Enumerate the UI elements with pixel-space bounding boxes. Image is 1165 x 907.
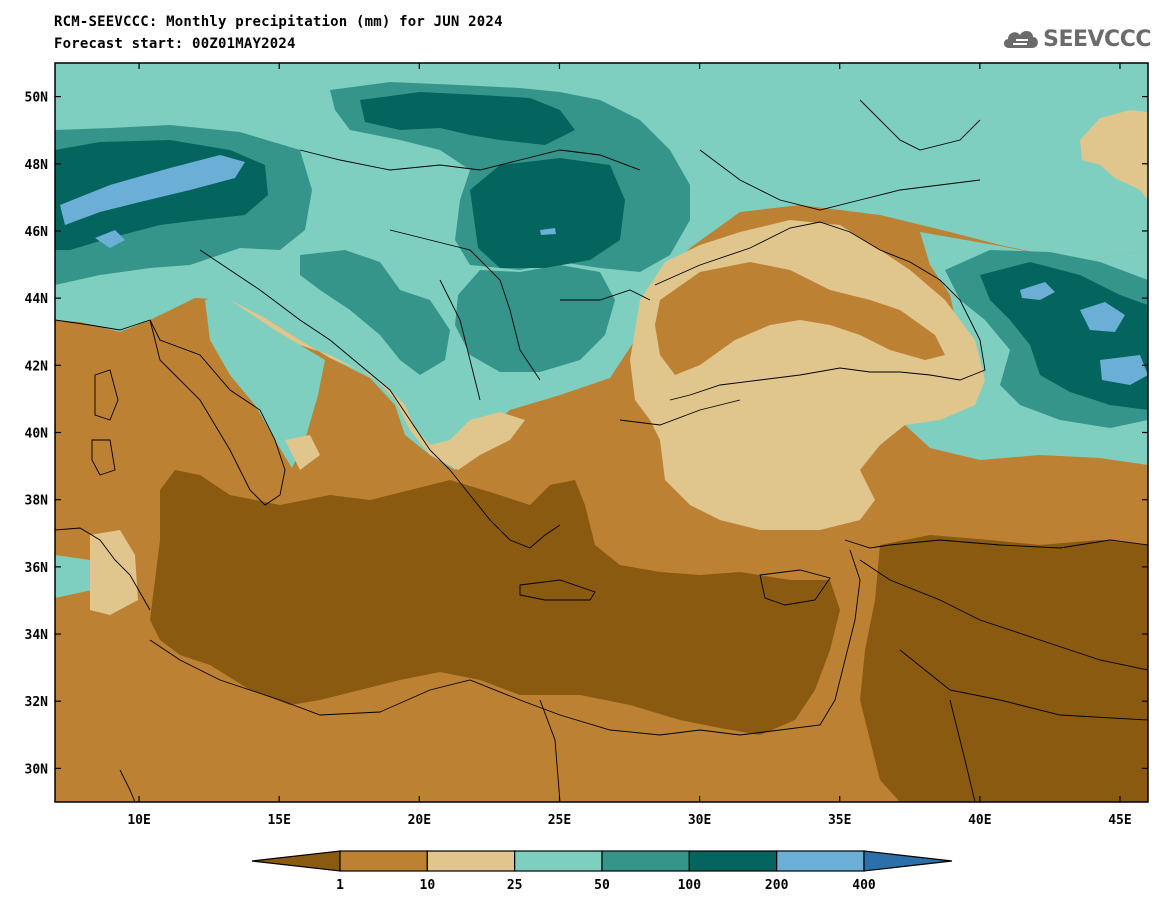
x-tick-label: 10E: [127, 813, 150, 828]
seevccc-logo: SEEVCCC: [1001, 22, 1151, 56]
x-tick-label: 20E: [408, 813, 431, 828]
colorbar-swatch: [514, 850, 603, 872]
colorbar-swatch: [776, 850, 865, 872]
y-tick-label: 50N: [25, 91, 49, 106]
colorbar-label: 10: [420, 878, 436, 893]
y-tick-label: 34N: [25, 628, 49, 643]
colorbar-label: 1: [336, 878, 344, 893]
colorbar-low-tip: [251, 850, 341, 872]
y-tick-label: 32N: [25, 695, 49, 710]
y-tick-label: 44N: [25, 292, 49, 307]
x-tick-label: 15E: [267, 813, 290, 828]
map-title: RCM-SEEVCCC: Monthly precipitation (mm) …: [54, 14, 503, 30]
x-tick-label: 30E: [688, 813, 711, 828]
x-tick-label: 40E: [968, 813, 991, 828]
colorbar-high-tip: [863, 850, 953, 872]
colorbar-swatch: [339, 850, 428, 872]
x-tick-label: 35E: [828, 813, 851, 828]
cloud-icon: [1004, 31, 1039, 48]
coastlines: [55, 99, 1148, 802]
colorbar-swatch: [426, 850, 516, 872]
x-tick-label: 45E: [1108, 813, 1131, 828]
x-tick-label: 25E: [548, 813, 571, 828]
y-tick-label: 40N: [25, 427, 49, 442]
y-tick-label: 38N: [25, 494, 49, 509]
colorbar-swatch: [601, 850, 690, 872]
colorbar-label: 200: [765, 878, 789, 893]
logo-text: SEEVCCC: [1043, 26, 1151, 52]
colorbar-label: 400: [852, 878, 876, 893]
y-tick-label: 46N: [25, 225, 49, 240]
y-tick-label: 36N: [25, 561, 49, 576]
axis-ticks: 10E 15E 20E 25E 30E 35E 40E 45E 30N 32N 34N 36N 38N 4…: [25, 63, 1148, 828]
colorbar-label: 50: [594, 878, 610, 893]
forecast-start: Forecast start: 00Z01MAY2024: [54, 36, 296, 52]
y-tick-label: 48N: [25, 158, 49, 173]
precipitation-field: [55, 63, 1148, 802]
colorbar-swatch: [688, 850, 778, 872]
y-tick-label: 30N: [25, 762, 49, 777]
y-tick-label: 42N: [25, 359, 49, 374]
colorbar: 1 10 25 50 100 200 400: [251, 850, 953, 893]
colorbar-label: 100: [678, 878, 702, 893]
colorbar-label: 25: [507, 878, 523, 893]
